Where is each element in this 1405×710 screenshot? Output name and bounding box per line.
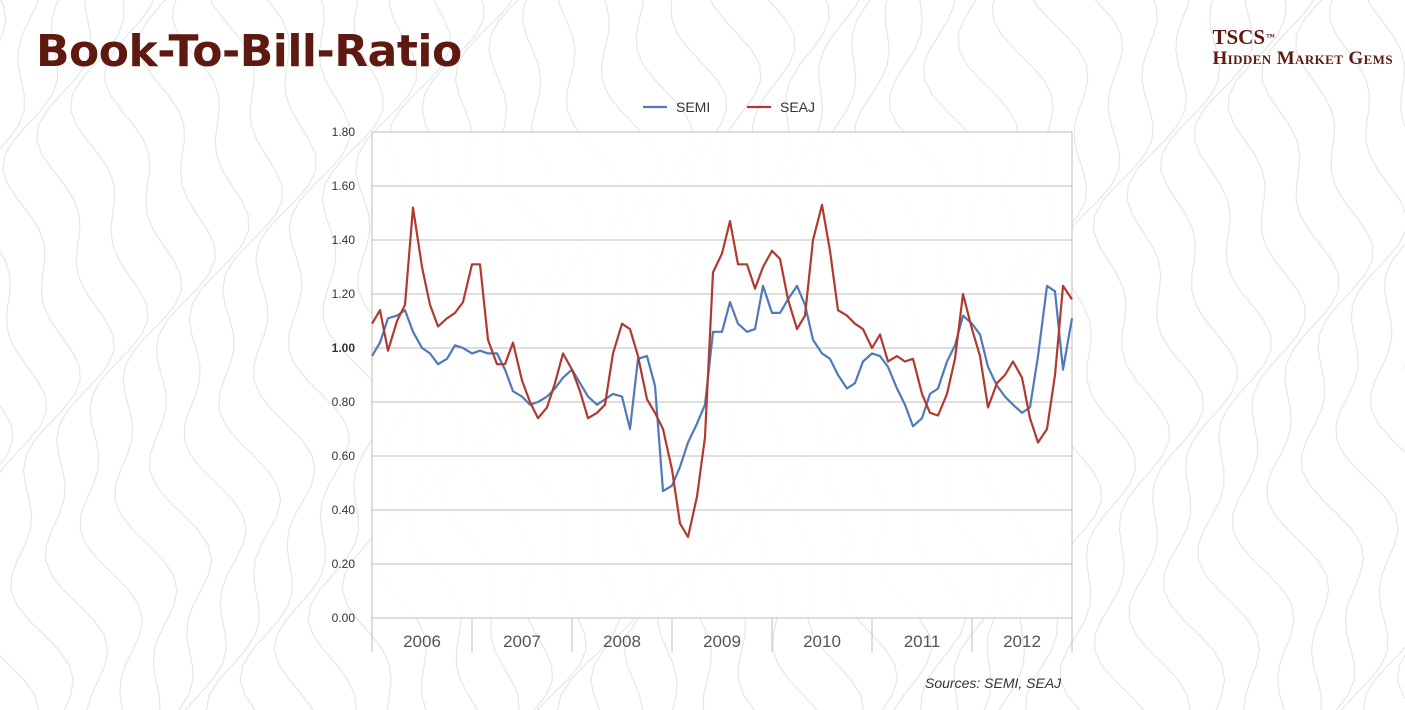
y-tick-label: 1.60 — [332, 179, 356, 193]
contour-line — [1363, 0, 1405, 710]
contour-line — [2, 0, 82, 710]
contour-line — [1295, 0, 1374, 710]
y-tick-label: 1.00 — [332, 341, 356, 355]
contour-line — [1329, 0, 1405, 710]
x-year-label: 2011 — [904, 632, 941, 651]
trademark-mark: ™ — [1266, 32, 1276, 42]
contour-line — [273, 0, 351, 710]
contour-line — [0, 0, 14, 466]
x-year-label: 2007 — [503, 632, 541, 651]
y-tick-label: 0.60 — [332, 449, 356, 463]
series-line-semi — [371, 284, 1074, 493]
brand-logo: TSCS™ Hidden Market Gems — [1213, 26, 1394, 70]
contour-line — [1261, 0, 1340, 710]
contour-line — [1227, 0, 1306, 710]
contour-line — [239, 0, 317, 710]
contour-line — [1126, 0, 1204, 710]
y-tick-label: 1.20 — [332, 287, 356, 301]
y-tick-label: 1.80 — [332, 125, 356, 139]
x-year-label: 2008 — [603, 632, 641, 651]
y-tick-label: 0.40 — [332, 503, 356, 517]
y-tick-label: 1.40 — [332, 233, 356, 247]
book-to-bill-chart: 0.00 0.20 0.40 0.60 0.80 1.00 1.20 1.40 1.60 1.80… — [332, 99, 1074, 652]
legend-label-seaj: SEAJ — [780, 99, 815, 115]
contour-line — [1092, 0, 1171, 710]
contour-line — [137, 0, 216, 710]
page-title: Book-To-Bill-Ratio — [36, 26, 462, 77]
brand-tagline: Hidden Market Gems — [1212, 48, 1393, 69]
series-line-seaj — [371, 203, 1073, 539]
plot-area — [372, 132, 1072, 618]
contour-line — [69, 0, 149, 710]
y-tick-label: 0.80 — [332, 395, 356, 409]
chart-source-note: Sources: SEMI, SEAJ — [925, 675, 1062, 691]
brand-name: TSCS™ — [1212, 25, 1276, 49]
y-tick-label: 0.00 — [332, 611, 356, 625]
contour-line — [103, 0, 183, 710]
legend-label-semi: SEMI — [676, 99, 710, 115]
y-tick-label: 0.20 — [332, 557, 356, 571]
contour-line — [1160, 0, 1238, 710]
x-year-label: 2009 — [703, 632, 741, 651]
contour-line — [171, 0, 250, 710]
contour-line — [1059, 0, 1137, 710]
x-year-label: 2010 — [803, 632, 841, 651]
x-year-label: 2006 — [403, 632, 441, 651]
contour-line — [1193, 0, 1272, 710]
contour-line — [205, 0, 283, 710]
contour-line — [36, 0, 115, 710]
contour-line — [0, 0, 48, 710]
x-year-label: 2012 — [1003, 632, 1041, 651]
contour-line — [307, 0, 385, 710]
